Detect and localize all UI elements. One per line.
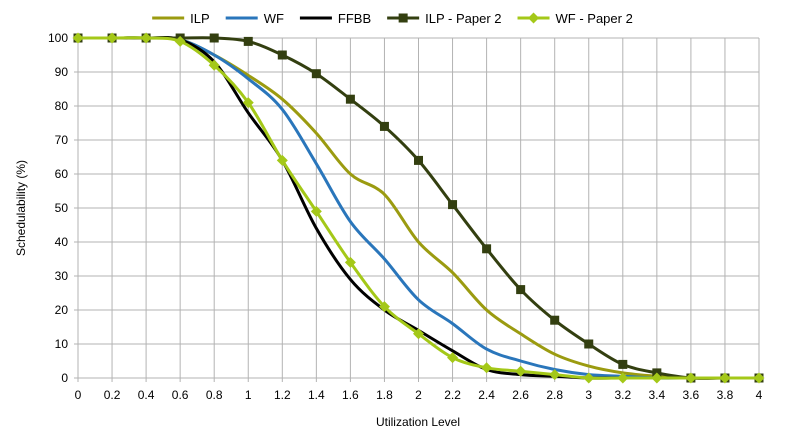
x-tick-label: 1.4 <box>308 388 325 402</box>
data-point <box>618 359 628 369</box>
series-lines <box>72 32 765 384</box>
data-point <box>516 285 526 295</box>
x-tick-label: 2 <box>415 388 422 402</box>
y-tick-label: 70 <box>55 133 69 147</box>
x-tick-label: 0.2 <box>104 388 121 402</box>
x-tick-label: 3.2 <box>614 388 631 402</box>
data-point <box>482 244 492 254</box>
data-point <box>106 32 118 44</box>
data-point <box>174 35 186 47</box>
data-point <box>584 339 594 349</box>
data-point <box>209 33 219 43</box>
data-point <box>72 32 84 44</box>
legend-label: FFBB <box>338 11 371 26</box>
data-point <box>277 50 287 60</box>
x-tick-label: 1.6 <box>342 388 359 402</box>
x-tick-label: 1 <box>245 388 252 402</box>
legend-label: ILP - Paper 2 <box>425 11 501 26</box>
data-point <box>414 155 423 165</box>
x-tick-label: 1.8 <box>376 388 393 402</box>
data-point <box>753 372 765 384</box>
y-axis-title: Schedulability (%) <box>14 160 28 256</box>
legend-item-5: WF - Paper 2 <box>517 11 633 26</box>
axes: 0 0.2 0.4 0.6 0.8 1 1.2 1.4 1.6 1.8 2 2.2 2.4 2.6 2.8 3… <box>48 31 763 402</box>
x-tick-label: 0 <box>75 388 82 402</box>
x-tick-label: 3.6 <box>683 388 700 402</box>
data-point <box>379 121 389 131</box>
y-tick-label: 40 <box>55 235 69 249</box>
x-tick-label: 2.2 <box>444 388 461 402</box>
x-tick-label: 1.2 <box>274 388 291 402</box>
data-point <box>413 328 424 340</box>
x-tick-label: 2.4 <box>478 388 495 402</box>
data-point <box>448 200 458 210</box>
data-point <box>344 256 356 268</box>
y-tick-label: 10 <box>55 337 69 351</box>
legend-item-3: FFBB <box>299 11 371 26</box>
data-point <box>345 94 355 104</box>
data-point <box>651 372 663 384</box>
data-point <box>617 372 629 384</box>
data-point <box>208 59 220 71</box>
x-tick-label: 0.4 <box>138 388 155 402</box>
data-point <box>549 369 561 381</box>
y-tick-label: 30 <box>55 269 69 283</box>
legend-marker <box>398 13 408 23</box>
legend-label: ILP <box>190 11 210 26</box>
data-point <box>243 36 253 46</box>
legend-item-2: WF <box>225 11 284 26</box>
legend-item-4: ILP - Paper 2 <box>387 11 502 26</box>
x-tick-label: 0.8 <box>206 388 223 402</box>
x-axis-title: Utilization Level <box>376 415 460 429</box>
data-point <box>550 315 560 325</box>
legend-item-1: ILP <box>152 11 210 26</box>
x-tick-label: 2.6 <box>512 388 529 402</box>
legend-label: WF - Paper 2 <box>556 11 633 26</box>
x-tick-label: 3.4 <box>649 388 666 402</box>
legend-label: WF <box>264 11 284 26</box>
data-point <box>311 69 321 79</box>
y-tick-label: 60 <box>55 167 69 181</box>
y-tick-label: 0 <box>61 371 68 385</box>
legend-marker <box>528 12 540 24</box>
data-point <box>276 154 288 166</box>
data-point <box>481 362 493 374</box>
data-point <box>378 301 390 313</box>
y-tick-label: 50 <box>55 201 69 215</box>
x-tick-label: 4 <box>756 388 763 402</box>
data-point <box>310 205 322 217</box>
data-point <box>583 372 595 384</box>
y-tick-label: 90 <box>55 65 69 79</box>
x-tick-label: 3.8 <box>717 388 734 402</box>
y-tick-label: 20 <box>55 303 69 317</box>
data-point <box>685 372 697 384</box>
data-point <box>140 32 152 44</box>
y-tick-label: 80 <box>55 99 69 113</box>
x-tick-label: 3 <box>585 388 592 402</box>
data-point <box>719 372 731 384</box>
series-5 <box>72 32 765 384</box>
data-point <box>515 365 527 377</box>
x-tick-label: 0.6 <box>172 388 189 402</box>
x-tick-label: 2.8 <box>546 388 563 402</box>
y-tick-label: 100 <box>48 31 68 45</box>
legend: ILP WF FFBB ILP - Paper 2 WF - Paper 2 <box>152 11 633 26</box>
data-point <box>447 352 459 364</box>
data-point <box>242 97 254 109</box>
